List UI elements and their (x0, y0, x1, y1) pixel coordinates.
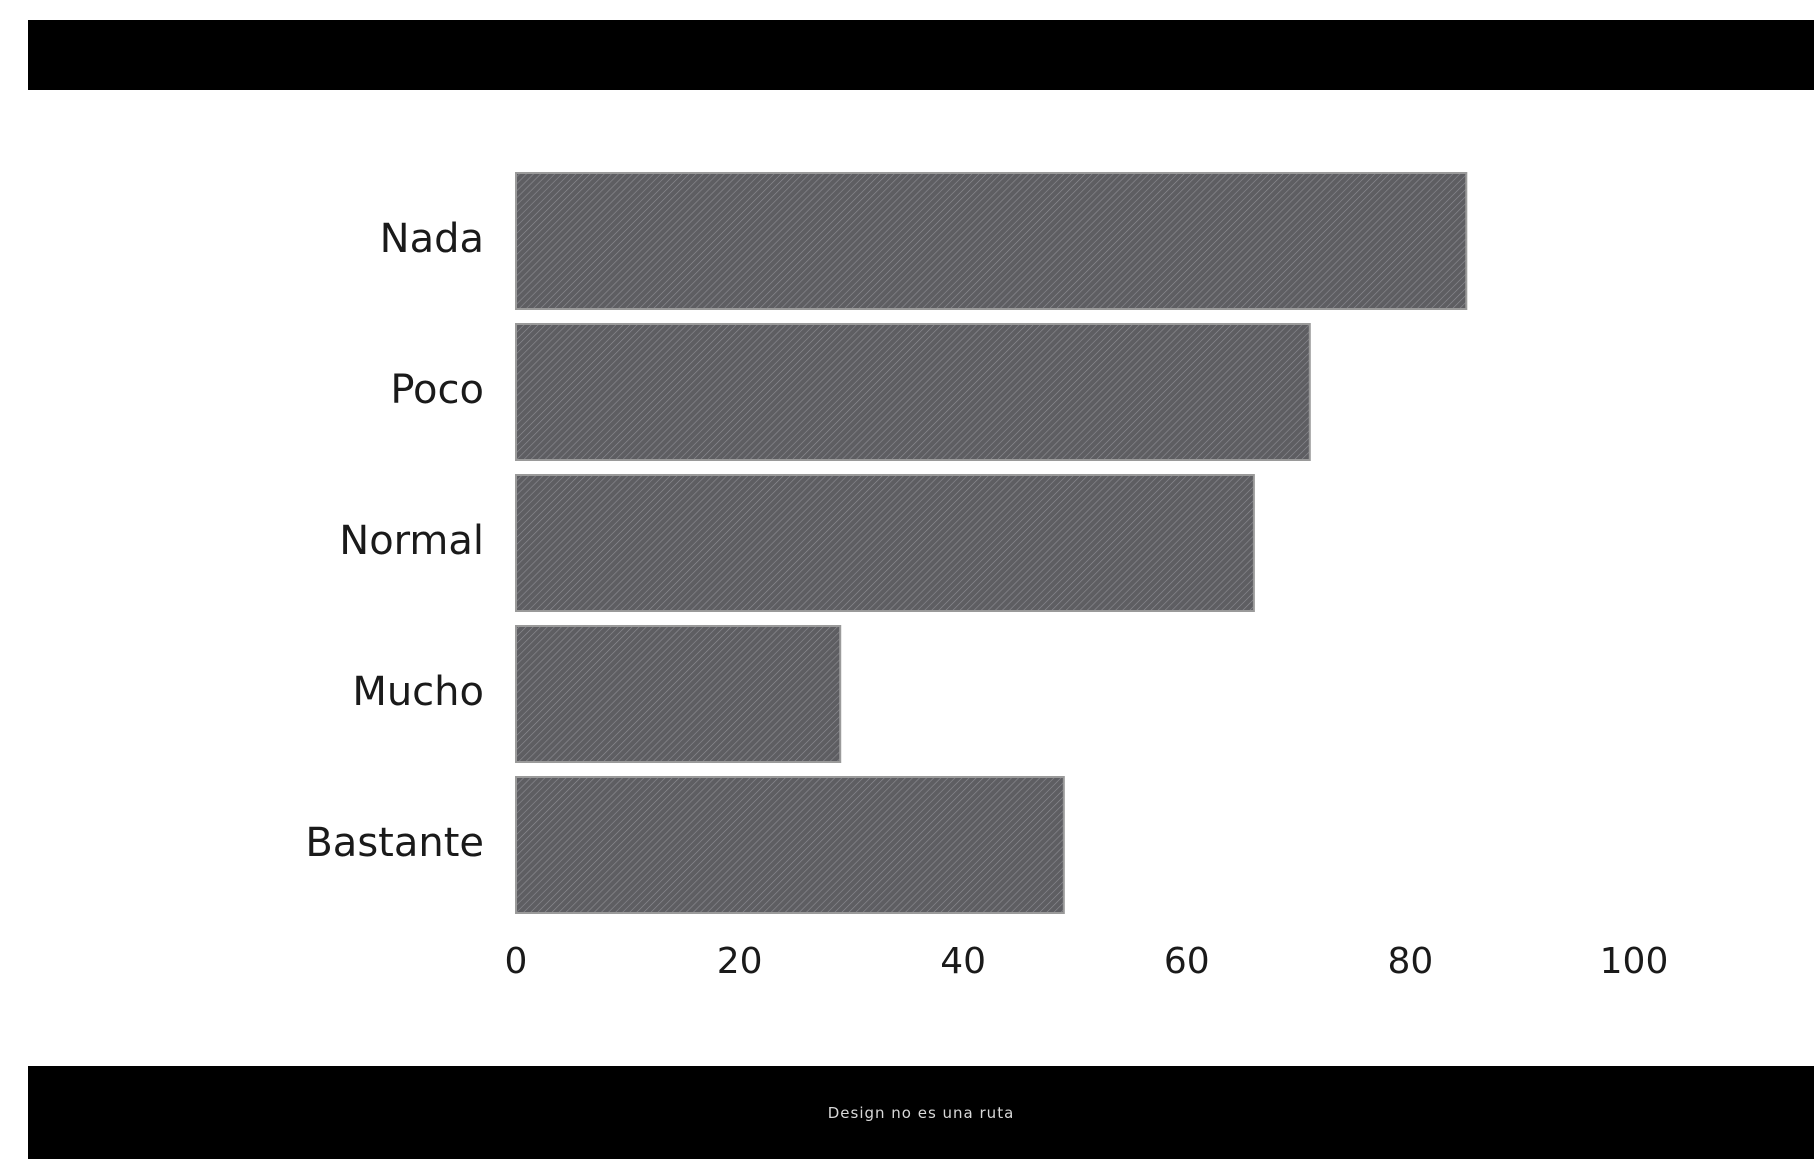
x-tick-label-80: 80 (1387, 941, 1433, 982)
x-tick-label-20: 20 (717, 941, 763, 982)
x-tick-label-0: 0 (505, 941, 528, 982)
bar-mucho (515, 625, 842, 763)
category-label-poco: Poco (390, 367, 484, 413)
x-tick-label-100: 100 (1600, 941, 1669, 982)
bar-nada (515, 172, 1468, 310)
bar-bastante (515, 776, 1065, 914)
category-labels: Nada Poco Normal Mucho Bastante (305, 216, 484, 866)
header-bar (28, 20, 1814, 90)
category-label-nada: Nada (380, 216, 484, 262)
x-tick-label-60: 60 (1164, 941, 1210, 982)
footer-text: Design no es una ruta (827, 1103, 1015, 1122)
bars-layer (515, 172, 1468, 914)
bar-normal (515, 474, 1255, 612)
category-label-normal: Normal (339, 518, 484, 564)
footer-bar: Design no es una ruta (28, 1066, 1814, 1159)
category-label-mucho: Mucho (352, 669, 484, 715)
x-tick-label-40: 40 (940, 941, 986, 982)
category-label-bastante: Bastante (305, 820, 484, 866)
x-axis-ticks: 0 20 40 60 80 100 (505, 941, 1669, 982)
bar-poco (515, 323, 1311, 461)
